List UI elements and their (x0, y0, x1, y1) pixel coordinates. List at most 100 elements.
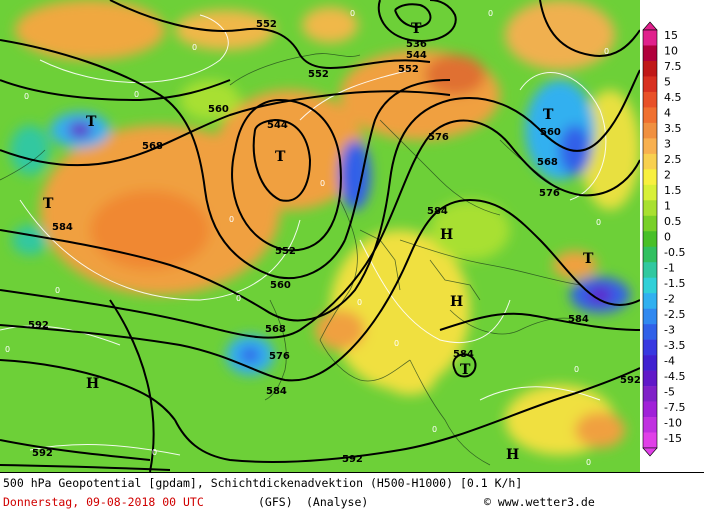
high-marker: H (86, 376, 99, 392)
colorbar-label: -5 (664, 386, 675, 399)
low-marker: T (583, 251, 594, 267)
colorbar-label: 10 (664, 45, 678, 58)
weather-map: 552 552 552 544 536 544 560 568 576 584 … (0, 0, 640, 472)
colorbar-label: 0.5 (664, 215, 682, 228)
contour-label: 592 (342, 454, 363, 465)
colorbar-label: -15 (664, 432, 682, 445)
contour-label: 536 (406, 39, 427, 50)
colorbar-label: 5 (664, 76, 671, 89)
geopotential-isolines (0, 0, 640, 472)
colorbar-swatch (643, 401, 657, 418)
colorbar-label: -4 (664, 355, 675, 368)
colorbar-label: 1.5 (664, 184, 682, 197)
zero-label: 0 (604, 47, 609, 56)
contour-label: 584 (568, 314, 589, 325)
colorbar-label: -3 (664, 324, 675, 337)
colorbar-swatch (643, 153, 657, 170)
colorbar-label: 4.5 (664, 91, 682, 104)
colorbar-swatch (643, 169, 657, 186)
colorbar-swatch (643, 215, 657, 232)
contour-label: 576 (539, 188, 560, 199)
colorbar-legend: 15 10 7.5 5 4.5 4 3.5 3 2.5 2 1.5 1 0.5 0 -0.5 -1 -1.5 -2… (640, 0, 704, 472)
zero-label: 0 (5, 345, 10, 354)
colorbar-label: -4.5 (664, 370, 685, 383)
colorbar-swatch (643, 324, 657, 340)
contour-label: 544 (267, 120, 288, 131)
colorbar-swatch (643, 293, 657, 309)
colorbar-bottom-arrow (642, 447, 658, 457)
chart-description: 500 hPa Geopotential [gpdam], Schichtdic… (3, 476, 523, 490)
colorbar-label: -1 (664, 262, 675, 275)
colorbar-label: 2.5 (664, 153, 682, 166)
colorbar-swatch (643, 200, 657, 217)
colorbar-swatch (643, 122, 657, 139)
zero-label: 0 (574, 365, 579, 374)
colorbar-swatch (643, 30, 657, 46)
contour-label: 592 (32, 448, 53, 459)
colorbar-swatch (643, 246, 657, 263)
contour-label: 568 (537, 157, 558, 168)
zero-label: 0 (192, 43, 197, 52)
contour-label: 552 (308, 69, 329, 80)
colorbar-swatch (643, 91, 657, 108)
contour-label: 584 (427, 206, 448, 217)
colorbar-swatch (643, 45, 657, 62)
zero-label: 0 (320, 179, 325, 188)
colorbar-label: 4 (664, 107, 671, 120)
contour-label: 584 (266, 386, 287, 397)
contour-label: 568 (142, 141, 163, 152)
low-marker: T (43, 196, 54, 212)
contour-label: 584 (453, 349, 474, 360)
zero-label: 0 (394, 339, 399, 348)
contour-label: 552 (256, 19, 277, 30)
contour-label: 544 (406, 50, 427, 61)
contour-label: 584 (52, 222, 73, 233)
copyright-credit: © www.wetter3.de (484, 495, 595, 509)
contour-label: 592 (28, 320, 49, 331)
colorbar-label: -7.5 (664, 401, 685, 414)
colorbar-swatches (642, 29, 658, 449)
zero-label: 0 (350, 9, 355, 18)
colorbar-swatch (643, 339, 657, 356)
colorbar-swatch (643, 355, 657, 371)
zero-contours (0, 14, 607, 456)
zero-label: 0 (24, 92, 29, 101)
colorbar-label: -0.5 (664, 246, 685, 259)
zero-label: 0 (134, 90, 139, 99)
contour-label: 560 (270, 280, 291, 291)
pressure-markers: T T T T T T T H H H H (43, 21, 594, 463)
high-marker: H (506, 447, 519, 463)
low-marker: T (275, 149, 286, 165)
colorbar-label: 1 (664, 200, 671, 213)
colorbar-label: 3 (664, 138, 671, 151)
zero-labels: 0 0 0 0 0 0 0 0 0 0 0 0 0 0 0 0 0 0 (5, 9, 609, 467)
contour-label: 576 (428, 132, 449, 143)
colorbar-label: 0 (664, 231, 671, 244)
colorbar-swatch (643, 76, 657, 93)
contour-label: 560 (208, 104, 229, 115)
colorbar-label: -2.5 (664, 308, 685, 321)
colorbar-swatch (643, 60, 657, 77)
colorbar-labels: 15 10 7.5 5 4.5 4 3.5 3 2.5 2 1.5 1 0.5 0 -0.5 -1 -1.5 -2… (664, 29, 685, 445)
colorbar-swatch (643, 231, 657, 248)
contour-label: 568 (265, 324, 286, 335)
zero-label: 0 (432, 425, 437, 434)
colorbar-swatch (643, 277, 657, 294)
colorbar-swatch (643, 370, 657, 387)
valid-date: Donnerstag, 09-08-2018 00 UTC (3, 495, 204, 509)
analysis-label: (Analyse) (306, 495, 369, 509)
colorbar-swatch (643, 432, 657, 449)
zero-label: 0 (357, 298, 362, 307)
caption-bar: 500 hPa Geopotential [gpdam], Schichtdic… (0, 472, 704, 513)
zero-label: 0 (488, 9, 493, 18)
colorbar-label: -1.5 (664, 277, 685, 290)
colorbar-swatch (643, 386, 657, 402)
low-marker: T (460, 362, 471, 378)
colorbar-label: 7.5 (664, 60, 682, 73)
colorbar-label: -3.5 (664, 339, 685, 352)
model-name: (GFS) (258, 495, 293, 509)
zero-label: 0 (55, 286, 60, 295)
colorbar-swatch (643, 262, 657, 279)
low-marker: T (543, 107, 554, 123)
zero-label: 0 (236, 294, 241, 303)
